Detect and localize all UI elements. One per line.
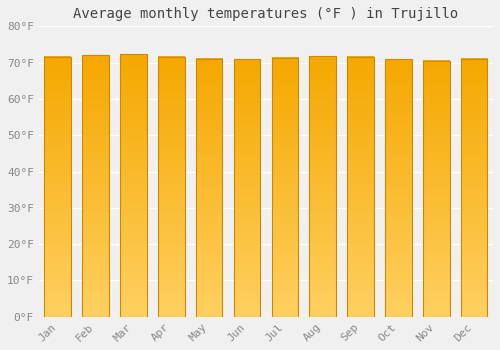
Bar bbox=[196, 58, 222, 317]
Bar bbox=[310, 56, 336, 317]
Bar bbox=[82, 55, 109, 317]
Bar bbox=[461, 58, 487, 317]
Bar bbox=[272, 57, 298, 317]
Bar bbox=[158, 57, 184, 317]
Bar bbox=[44, 57, 71, 317]
Bar bbox=[234, 60, 260, 317]
Bar bbox=[120, 54, 146, 317]
Bar bbox=[348, 57, 374, 317]
Title: Average monthly temperatures (°F ) in Trujillo: Average monthly temperatures (°F ) in Tr… bbox=[74, 7, 458, 21]
Bar bbox=[385, 60, 411, 317]
Bar bbox=[423, 61, 450, 317]
